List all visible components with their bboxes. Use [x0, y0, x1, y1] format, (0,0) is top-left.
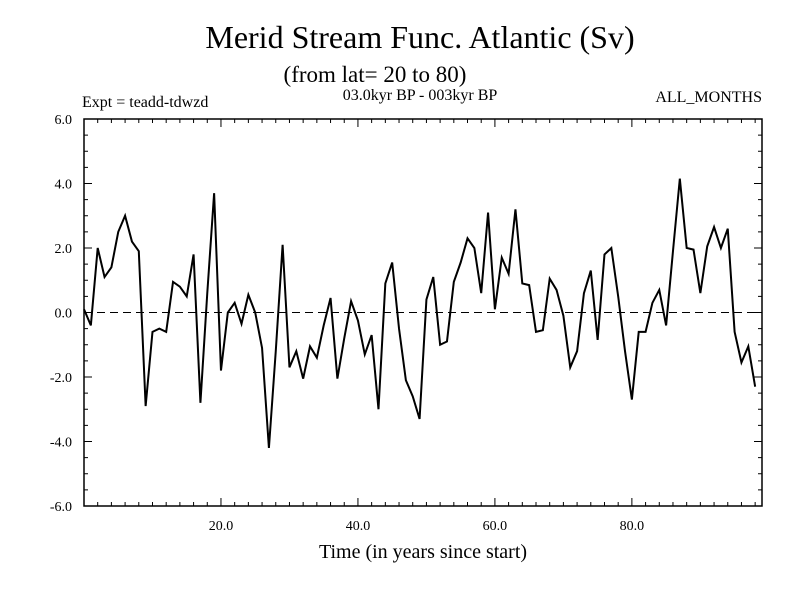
x-axis-label: Time (in years since start)	[319, 541, 527, 563]
x-tick-label: 80.0	[620, 519, 645, 534]
experiment-label: Expt = teadd-tdwzd	[82, 94, 208, 111]
x-tick-label: 20.0	[209, 519, 234, 534]
months-label: ALL_MONTHS	[655, 89, 762, 106]
plot-frame	[83, 118, 763, 507]
y-tick-label: -4.0	[50, 436, 72, 451]
period-label: 03.0kyr BP - 003kyr BP	[343, 87, 498, 104]
series-line	[83, 178, 757, 449]
y-tick-label: -2.0	[50, 371, 72, 386]
chart-subtitle: (from lat= 20 to 80)	[284, 62, 467, 87]
frame-group	[83, 118, 763, 507]
y-tick-label: -6.0	[50, 500, 72, 515]
y-tick-label: 6.0	[55, 113, 73, 128]
x-tick-label: 60.0	[483, 519, 508, 534]
y-tick-label: 4.0	[55, 178, 73, 193]
chart-title: Merid Stream Func. Atlantic (Sv)	[205, 19, 634, 55]
axes: 6.0 4.0 2.0 0.0 -2.0 -4.0 -6.0 20.0 40.0 60.0 80.0	[50, 113, 762, 534]
series-group	[83, 178, 757, 449]
y-tick-label: 2.0	[55, 242, 73, 257]
y-tick-label: 0.0	[55, 307, 73, 322]
x-tick-label: 40.0	[346, 519, 371, 534]
